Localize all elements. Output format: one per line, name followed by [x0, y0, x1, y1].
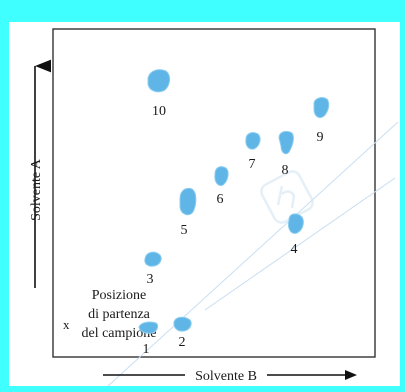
- spots-group: [138, 69, 330, 334]
- origin-caption-line-3: del campione: [81, 326, 156, 341]
- diagonal-line-2: [204, 177, 396, 311]
- spot-label-3: 3: [147, 272, 154, 287]
- right-border: [400, 0, 405, 392]
- spot-label-5: 5: [181, 223, 188, 238]
- top-border: [0, 0, 405, 22]
- spot-8: [278, 130, 294, 155]
- origin-marker: x: [63, 317, 70, 332]
- spot-label-6: 6: [217, 192, 224, 207]
- spot-7: [245, 132, 261, 150]
- spot-4: [288, 213, 304, 234]
- plate-frame: [52, 28, 376, 358]
- diagonal-line-1: [107, 121, 399, 387]
- left-border: [0, 0, 9, 392]
- spot-label-9: 9: [317, 130, 324, 145]
- spot-label-8: 8: [282, 163, 289, 178]
- spot-1: [138, 321, 159, 334]
- spot-label-2: 2: [179, 335, 186, 350]
- spot-3: [144, 251, 162, 267]
- origin-caption-line-2: di partenza: [88, 307, 151, 322]
- origin-caption-line-1: Posizione: [92, 288, 146, 303]
- bottom-border: [0, 386, 405, 392]
- spot-6: [214, 166, 229, 186]
- spot-label-10: 10: [152, 104, 166, 119]
- spot-5: [179, 187, 197, 216]
- spot-9: [313, 97, 330, 119]
- spot-label-1: 1: [143, 342, 150, 357]
- spot-label-4: 4: [291, 242, 298, 257]
- solvent-a-label: Solvente A: [29, 158, 44, 221]
- solvent-b-arrowhead: [345, 370, 357, 380]
- spot-2: [173, 316, 192, 332]
- spot-10: [147, 69, 171, 93]
- spot-label-7: 7: [249, 157, 256, 172]
- solvent-b-label: Solvente B: [195, 369, 257, 384]
